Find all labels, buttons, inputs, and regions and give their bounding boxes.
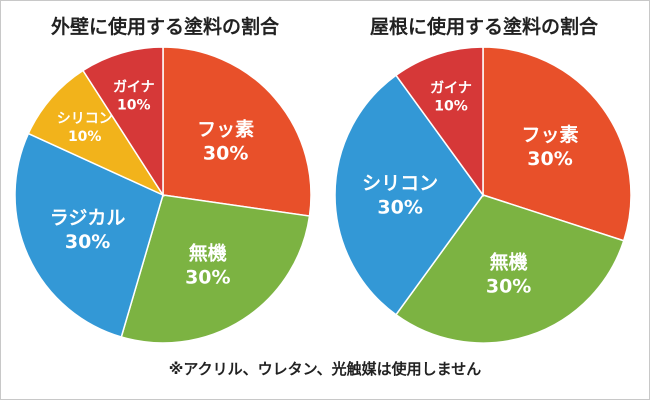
- left-slice-label-4: ガイナ: [113, 79, 155, 95]
- right-pie-slice-1: [394, 194, 625, 344]
- left-slice-label-0: フッ素: [197, 117, 254, 140]
- right-pie-slice-0: [482, 46, 632, 242]
- right-slice-value-3: 10%: [434, 98, 468, 114]
- right-slice-label-1: 無機: [490, 250, 528, 273]
- left-slice-value-3: 10%: [68, 129, 102, 145]
- right-slice-label-2: シリコン: [362, 173, 438, 195]
- left-slice-value-4: 10%: [117, 97, 151, 113]
- left-pie-slice-1: [120, 194, 311, 344]
- left-slice-value-0: 30%: [203, 142, 248, 164]
- footnote: ※アクリル、ウレタン、光触媒は使用しません: [168, 360, 482, 378]
- left-pie-slice-0: [162, 46, 312, 217]
- left-slice-label-3: シリコン: [57, 111, 113, 127]
- right-chart-title: 屋根に使用する塗料の割合: [369, 16, 598, 38]
- right-slice-label-0: フッ素: [522, 123, 579, 146]
- left-slice-value-1: 30%: [185, 266, 230, 288]
- right-pie-slice-3: [394, 46, 484, 198]
- right-slice-value-0: 30%: [527, 148, 572, 170]
- left-slice-value-2: 30%: [65, 231, 110, 253]
- right-slice-value-1: 30%: [486, 275, 531, 297]
- left-chart-title: 外壁に使用する塗料の割合: [50, 16, 279, 38]
- left-slice-label-2: ラジカル: [50, 207, 126, 229]
- left-slice-label-1: 無機: [189, 241, 227, 264]
- left-pie-slice-3: [27, 69, 166, 197]
- left-pie-slice-2: [14, 132, 164, 338]
- left-pie-slice-4: [81, 46, 164, 198]
- right-slice-label-3: ガイナ: [430, 80, 472, 96]
- right-pie-slice-2: [334, 74, 484, 316]
- right-slice-value-2: 30%: [377, 197, 422, 219]
